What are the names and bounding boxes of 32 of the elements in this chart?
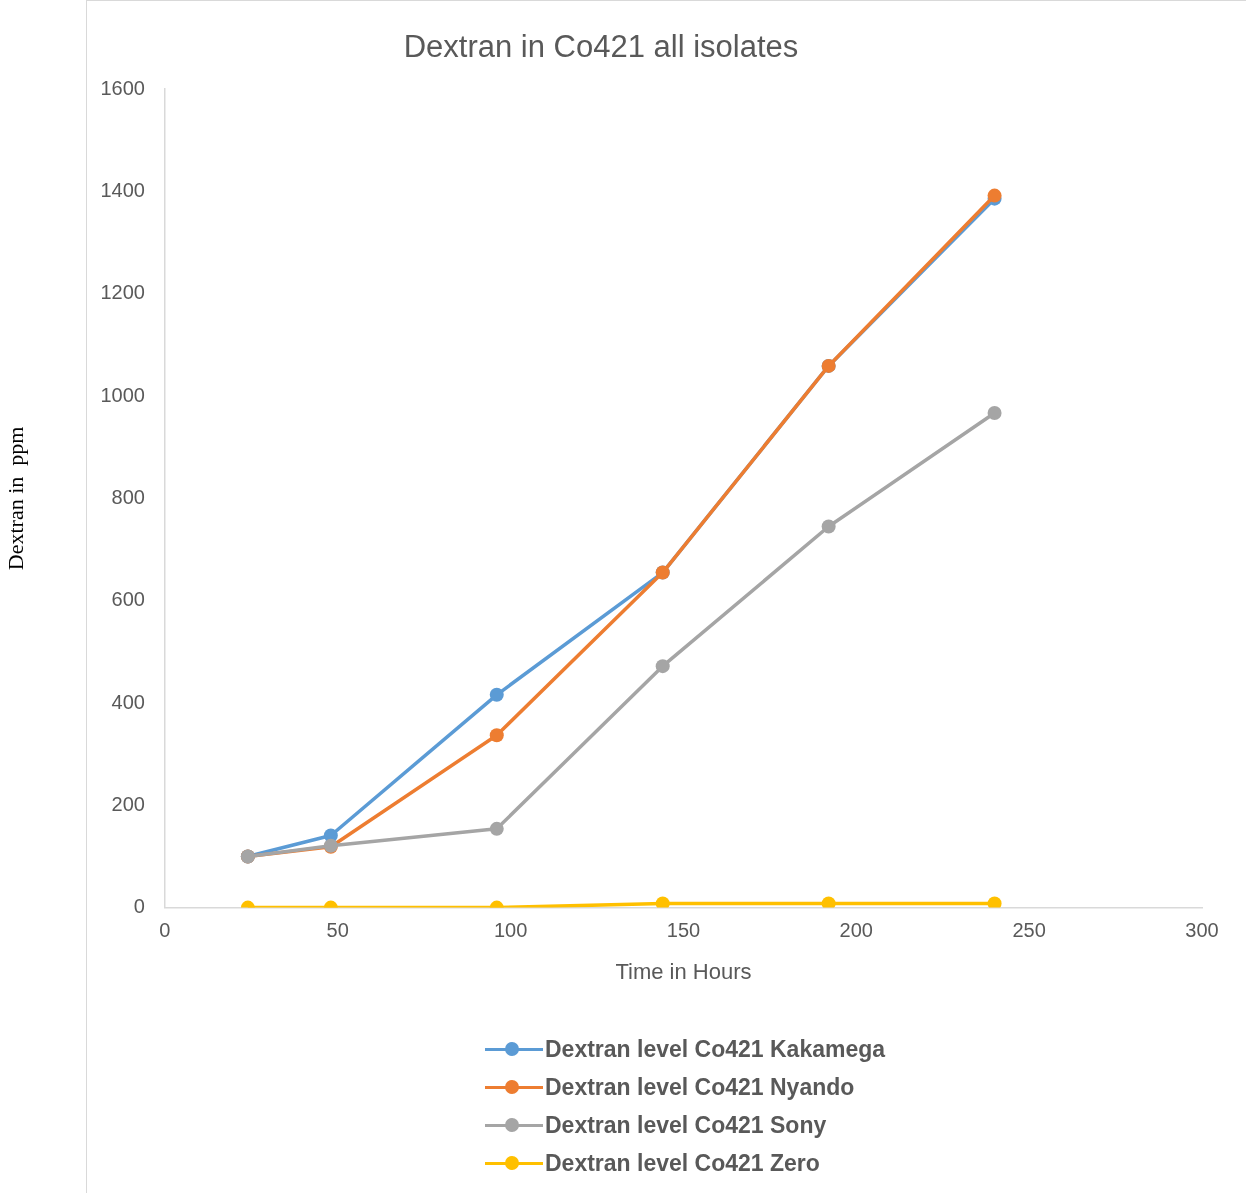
point [821,896,836,908]
y-tick-label: 0 [133,895,145,918]
x-tick-label: 150 [666,919,701,942]
point [655,896,670,908]
y-tick-label: 600 [111,588,145,611]
y-tick-label: 400 [111,690,145,713]
chart-title: Dextran in Co421 all isolates [403,29,799,65]
point [489,821,504,836]
point [489,728,504,743]
y-axis-title: Dextran in ppm [2,426,28,571]
y-tick-label: 800 [111,485,145,508]
point [821,519,836,534]
legend-label: Dextran level Co421 Sony [545,1111,827,1139]
legend-label: Dextran level Co421 Kakamega [545,1035,886,1063]
y-tick-label: 200 [111,792,145,815]
legend-label: Dextran level Co421 Nyando [545,1073,855,1101]
legend-label: Dextran level Co421 Zero [545,1149,820,1177]
x-tick-label: 250 [1012,919,1046,942]
x-tick-label: 300 [1185,919,1219,942]
y-tick-label: 1600 [100,76,145,99]
point [987,896,1002,908]
x-tick-label: 50 [326,919,349,942]
x-tick-label: 0 [159,919,171,942]
point [655,659,670,674]
y-tick-label: 1200 [100,281,145,304]
point [987,405,1002,420]
x-tick-label: 200 [839,919,873,942]
y-tick-label: 1400 [100,179,145,202]
x-axis-title: Time in Hours [615,958,752,984]
y-tick-label: 1000 [100,383,145,406]
point [489,687,504,702]
x-tick-label: 100 [493,919,528,942]
